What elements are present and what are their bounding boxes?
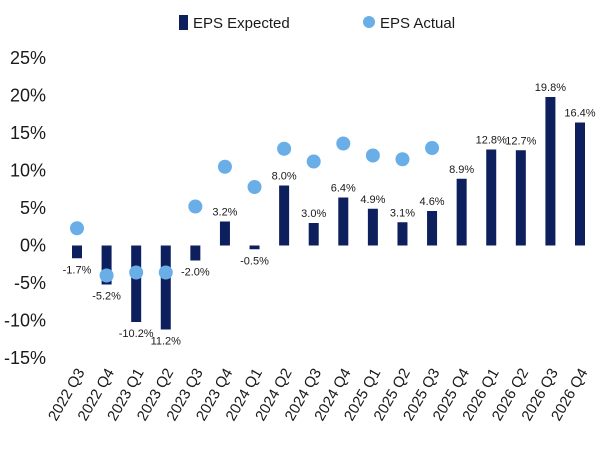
dot-eps-actual xyxy=(188,199,203,214)
dot-eps-actual xyxy=(99,268,114,283)
bar-eps-expected xyxy=(515,150,526,246)
legend-label-eps-actual: EPS Actual xyxy=(380,15,455,32)
bar-data-label: -10.2% xyxy=(119,328,154,340)
bar-data-label: 3.0% xyxy=(301,208,326,220)
y-axis: 25% 20% 15% 10% 5% 0% -5% -10% -15% xyxy=(4,48,46,368)
bar-eps-expected xyxy=(190,245,201,261)
legend-swatch-eps-expected xyxy=(179,15,188,30)
bar-data-label: 8.0% xyxy=(272,171,297,183)
dot-eps-actual xyxy=(395,152,410,167)
bar-data-label: 4.6% xyxy=(420,196,445,208)
bars-eps-expected xyxy=(72,97,585,330)
dot-eps-actual xyxy=(306,154,321,169)
dots-eps-actual xyxy=(70,136,440,283)
dot-eps-actual xyxy=(425,141,440,155)
y-tick-label: -10% xyxy=(4,311,46,331)
bar-eps-expected xyxy=(367,208,378,246)
dot-eps-actual xyxy=(365,148,380,163)
dot-eps-actual xyxy=(217,159,232,174)
bar-data-label: 19.8% xyxy=(535,82,566,94)
y-tick-label: -15% xyxy=(4,348,46,368)
bar-eps-expected xyxy=(486,149,497,246)
bar-data-label: 8.9% xyxy=(449,164,474,176)
bar-labels: -1.7% -5.2% -10.2%11.2% -2.0% 3.2% -0.5% 8.0% 3… xyxy=(63,82,596,348)
bar-eps-expected xyxy=(427,211,438,246)
bar-data-label: -2.0% xyxy=(181,267,210,279)
bar-data-label: 3.1% xyxy=(390,207,415,219)
dot-eps-actual xyxy=(247,180,262,194)
dot-eps-actual xyxy=(70,221,84,236)
bar-eps-expected xyxy=(545,97,556,246)
bar-data-label: 11.2% xyxy=(151,336,182,348)
y-tick-label: 20% xyxy=(10,86,46,106)
dot-eps-actual xyxy=(158,265,173,280)
dot-eps-actual xyxy=(336,136,351,151)
bar-eps-expected xyxy=(219,221,230,246)
bar-data-label: 3.2% xyxy=(212,207,237,219)
legend-label-eps-expected: EPS Expected xyxy=(193,15,290,32)
bar-eps-expected xyxy=(397,222,408,246)
y-tick-label: 10% xyxy=(10,161,46,181)
bar-eps-expected xyxy=(72,245,82,259)
bar-data-label: 4.9% xyxy=(360,194,385,206)
bar-eps-expected xyxy=(131,245,142,322)
bar-eps-expected xyxy=(249,245,260,250)
dot-eps-actual xyxy=(277,141,292,156)
y-tick-label: 0% xyxy=(20,236,46,256)
bar-data-label: 12.8% xyxy=(476,135,507,147)
bar-data-label: -0.5% xyxy=(240,255,269,267)
bar-data-label: 6.4% xyxy=(331,183,356,195)
bar-data-label: -1.7% xyxy=(63,264,92,276)
bar-eps-expected xyxy=(101,245,112,285)
bar-eps-expected xyxy=(308,223,319,246)
bar-data-label: -5.2% xyxy=(92,291,121,303)
bar-data-label: 12.7% xyxy=(505,135,536,147)
bar-eps-expected xyxy=(575,122,585,246)
dot-eps-actual xyxy=(129,265,144,280)
y-tick-label: 25% xyxy=(10,48,46,68)
y-tick-label: 5% xyxy=(20,198,46,218)
legend: EPS Expected EPS Actual xyxy=(179,15,455,32)
y-tick-label: -5% xyxy=(14,273,46,293)
legend-swatch-eps-actual xyxy=(363,16,375,28)
bar-eps-expected xyxy=(338,197,349,246)
bar-eps-expected xyxy=(160,245,171,330)
y-tick-label: 15% xyxy=(10,123,46,143)
bar-data-label: 16.4% xyxy=(564,108,595,120)
bar-eps-expected xyxy=(279,185,290,246)
bar-eps-expected xyxy=(456,178,467,246)
